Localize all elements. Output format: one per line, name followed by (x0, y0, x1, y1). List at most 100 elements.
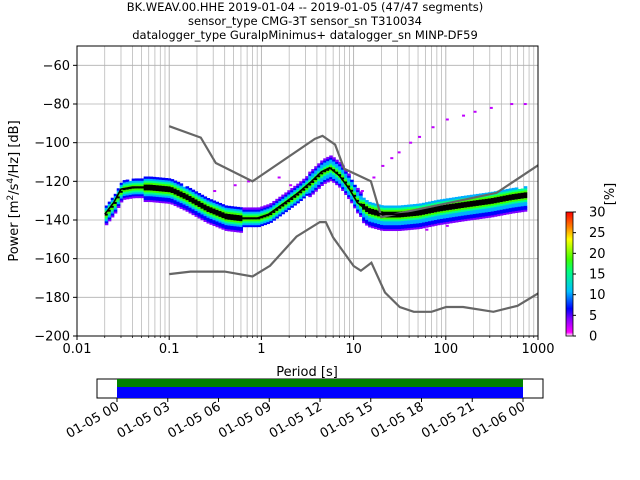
heatmap-cell (149, 184, 154, 187)
heatmap-cell (197, 210, 202, 213)
heatmap-cell (248, 224, 252, 228)
heatmap-cell (299, 192, 303, 196)
heatmap-cell (398, 220, 402, 224)
heatmap-cell (362, 215, 366, 218)
heatmap-cell (487, 209, 492, 212)
heatmap-cell (137, 180, 142, 183)
heatmap-cell (350, 183, 354, 186)
heatmap-cell (433, 206, 438, 209)
heatmap-cell (341, 177, 345, 180)
heatmap-cell (395, 226, 399, 230)
heatmap-cell (493, 200, 498, 204)
heatmap-cell (173, 203, 178, 207)
heatmap-cell (454, 210, 459, 213)
heatmap-cell (236, 210, 241, 214)
heatmap-cell (116, 197, 121, 201)
heatmap-cell (392, 207, 396, 210)
heatmap-cell (146, 178, 151, 181)
heatmap-cell (134, 193, 139, 197)
heatmap-cell (104, 222, 109, 226)
colorbar-tick-label: 10 (589, 288, 606, 303)
heatmap-cell (149, 193, 154, 197)
heatmap-cell (329, 163, 333, 166)
heatmap-cell (158, 189, 163, 192)
heatmap-cell (302, 178, 306, 182)
heatmap-cell (131, 184, 136, 187)
y-axis: −200−180−160−140−120−100−80−60 (34, 59, 77, 345)
heatmap-cell (418, 224, 423, 227)
heatmap-cell (173, 194, 178, 197)
heatmap-cell (107, 215, 112, 218)
heatmap-cell (236, 212, 241, 216)
heatmap-cell (257, 218, 261, 222)
heatmap-cell (377, 223, 381, 227)
heatmap-cell (287, 205, 291, 209)
heatmap-cell (401, 224, 405, 227)
heatmap-cell (484, 206, 489, 209)
heatmap-cell (401, 220, 405, 223)
heatmap-cell (484, 204, 489, 207)
heatmap-cell (221, 211, 226, 215)
heatmap-cell (107, 213, 112, 216)
heatmap-cell (191, 208, 196, 212)
heatmap-cell (415, 221, 420, 224)
heatmap-cell (478, 214, 483, 218)
heatmap-cell (167, 182, 172, 185)
heatmap-cell (260, 210, 264, 213)
heatmap-cell (335, 180, 339, 184)
heatmap-cell (302, 184, 306, 187)
heatmap-cell (188, 205, 193, 208)
heatmap-cell (332, 159, 336, 162)
heatmap-cell (185, 186, 190, 189)
heatmap-cell (511, 199, 516, 202)
heatmap-cell (356, 189, 360, 193)
heatmap-cell (380, 205, 384, 208)
heatmap-cell (140, 191, 145, 195)
heatmap-cell (248, 209, 252, 212)
coverage-bar-merged (117, 379, 523, 387)
heatmap-cell (404, 220, 408, 223)
heatmap-cell (359, 214, 363, 217)
heatmap-cell (347, 192, 351, 196)
heatmap-cell (511, 207, 516, 210)
heatmap-cell (463, 199, 468, 202)
heatmap-cell (206, 203, 211, 207)
heatmap-cell (215, 205, 220, 208)
heatmap-cell (233, 208, 238, 211)
heatmap-cell (206, 201, 211, 205)
heatmap-cell (502, 208, 507, 212)
heatmap-cell (236, 206, 241, 210)
heatmap-cell (380, 218, 384, 222)
heatmap-cell (110, 201, 115, 204)
heatmap-cell (203, 213, 208, 217)
heatmap-cell (463, 216, 468, 220)
heatmap-cell (170, 192, 175, 195)
heatmap-cell (484, 210, 489, 213)
heatmap-cell (442, 198, 447, 202)
heatmap-cell (475, 217, 480, 220)
heatmap-cell (209, 220, 214, 223)
heatmap-cell (430, 216, 435, 219)
heatmap-cell (230, 225, 235, 228)
heatmap-cell (341, 182, 345, 186)
heatmap-cell (257, 211, 261, 214)
heatmap-cell (311, 170, 315, 174)
heatmap-cell (421, 216, 426, 219)
heatmap-cell (194, 212, 199, 215)
heatmap-cell (134, 184, 139, 187)
heatmap-cell (221, 209, 226, 213)
heatmap-cell (421, 208, 426, 211)
heatmap-cell (395, 228, 399, 232)
heatmap-cell (338, 162, 342, 165)
heatmap-cell (445, 200, 450, 203)
heatmap-cell (395, 205, 399, 208)
coverage-tick-label: 01-05 21 (419, 399, 477, 441)
nhnm-curve (168, 125, 538, 219)
heatmap-cell (383, 228, 387, 232)
heatmap-cell (460, 217, 465, 220)
heatmap-cell (439, 199, 444, 202)
heatmap-cell (170, 198, 175, 201)
heatmap-cell (490, 193, 495, 197)
heatmap-cell (514, 206, 519, 210)
heatmap-cell (356, 211, 360, 214)
